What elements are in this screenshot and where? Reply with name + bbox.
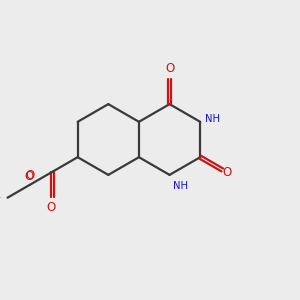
Text: O: O [46, 201, 56, 214]
Text: O: O [24, 170, 33, 183]
Text: O: O [25, 169, 34, 182]
Text: O: O [0, 197, 1, 198]
Text: NH: NH [172, 182, 188, 191]
Text: O: O [223, 166, 232, 179]
Text: O: O [165, 62, 174, 75]
Text: NH: NH [205, 114, 220, 124]
